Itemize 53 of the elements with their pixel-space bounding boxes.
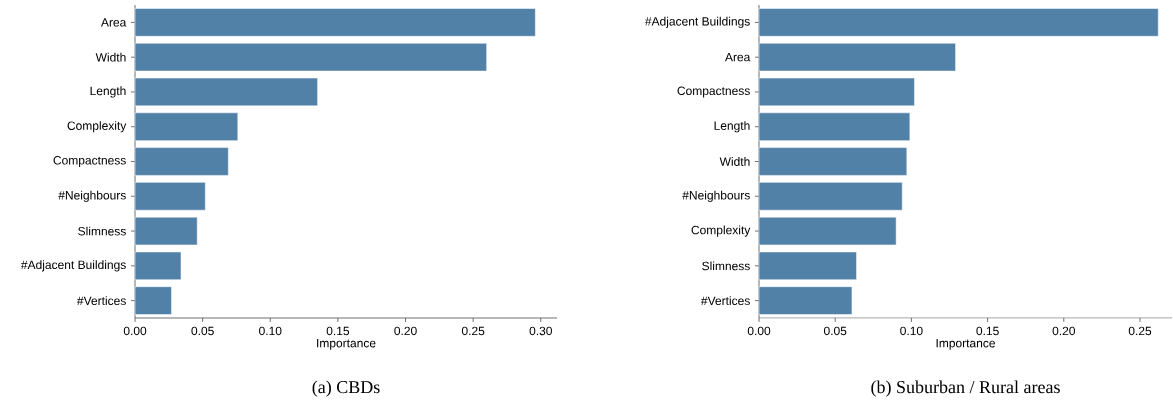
y-tick-label: #Vertices (701, 296, 750, 306)
bar (134, 8, 536, 37)
y-tick-label: #Adjacent Buildings (644, 16, 750, 28)
y-tick-label: Complexity (691, 225, 751, 237)
x-tick-label: 0.25 (1128, 326, 1152, 336)
x-tick-label: 0.05 (191, 326, 214, 336)
x-axis-title: Importance (317, 339, 376, 350)
y-tick-label: Complexity (67, 121, 127, 133)
bar (134, 216, 198, 246)
bar (134, 182, 206, 211)
x-axis-title: Importance (936, 339, 995, 350)
x-tick-label: 0.05 (823, 326, 847, 336)
y-tick-label: Slimness (78, 226, 126, 236)
x-tick-label: 0.00 (747, 326, 771, 336)
y-tick-label: #Adjacent Buildings (20, 260, 126, 272)
bar (758, 182, 903, 211)
x-tick-label: 0.20 (394, 326, 417, 336)
y-tick-label: #Neighbours (682, 190, 750, 202)
x-tick-label: 0.10 (259, 326, 282, 336)
bar (134, 147, 229, 176)
bar (758, 77, 915, 107)
text: (a) CBDs (312, 380, 380, 397)
y-tick-label: Width (95, 52, 126, 62)
bar (758, 216, 897, 246)
bar (758, 147, 908, 176)
bar (758, 251, 857, 281)
x-tick-label: 0.20 (1052, 326, 1076, 336)
y-tick-label: Compactness (677, 86, 750, 98)
x-tick-label: 0.10 (900, 326, 923, 336)
bar (758, 286, 853, 315)
y-tick-label: Area (100, 18, 127, 27)
y-tick-label: Compactness (53, 156, 126, 167)
y-tick-label: Area (724, 52, 751, 62)
x-tick-label: 0.30 (529, 326, 552, 336)
x-tick-label: 0.15 (976, 326, 999, 336)
x-tick-label: 0.25 (461, 326, 485, 336)
bar (758, 112, 911, 141)
bar (758, 8, 1159, 37)
y-tick-label: Width (719, 157, 750, 166)
x-tick-label: 0.15 (326, 326, 350, 336)
bar (134, 43, 487, 72)
y-tick-label: #Vertices (77, 296, 126, 306)
bar (134, 251, 182, 281)
text: (b) Suburban / Rural areas (871, 380, 1060, 397)
bar (134, 286, 172, 315)
bar (134, 77, 318, 107)
y-tick-label: #Neighbours (58, 190, 126, 202)
y-tick-label: Length (714, 121, 750, 133)
bar (134, 112, 239, 141)
y-tick-label: Length (90, 86, 126, 98)
y-tick-label: Slimness (702, 261, 750, 271)
bar (758, 43, 956, 72)
x-tick-label: 0.00 (123, 326, 147, 336)
